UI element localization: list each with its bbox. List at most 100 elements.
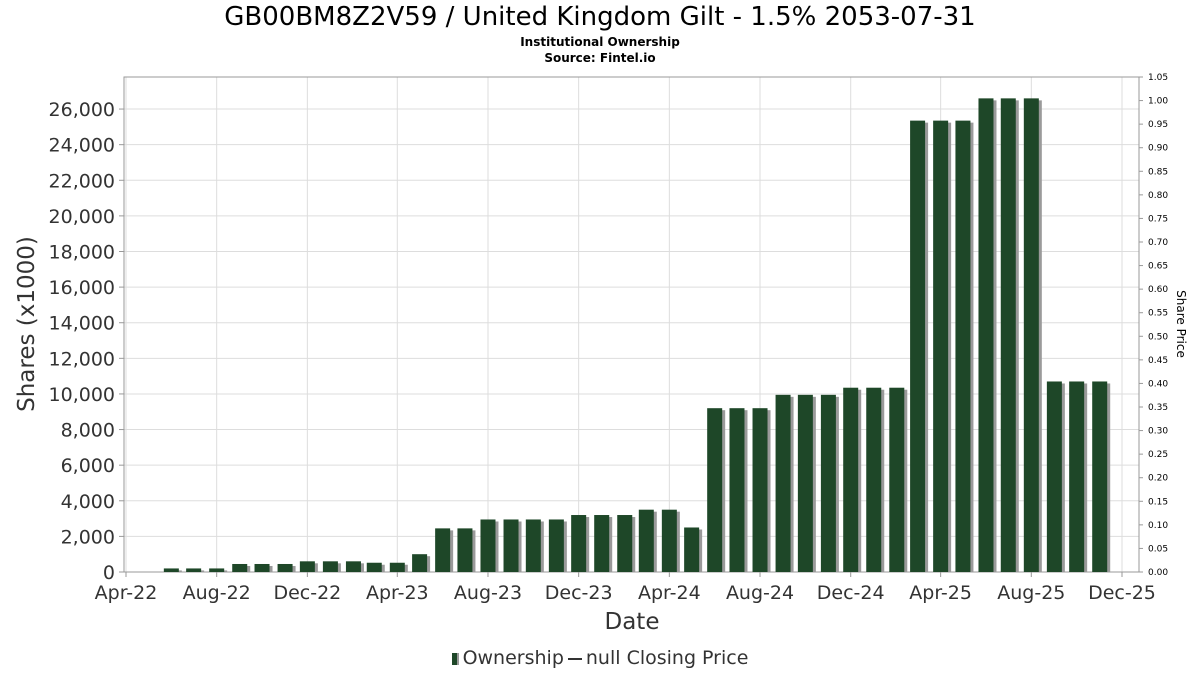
x-tick-label: Dec-24 <box>817 582 885 604</box>
x-tick-label: Aug-23 <box>454 582 522 604</box>
x-tick-label: Aug-25 <box>997 582 1065 604</box>
x-axis-title: Date <box>605 609 660 635</box>
bars-group <box>163 98 1111 573</box>
y-tick-label: 22,000 <box>49 170 115 192</box>
y-tick-label: 16,000 <box>49 277 115 299</box>
y-tick-label: 12,000 <box>49 348 115 370</box>
bar <box>389 562 405 572</box>
x-tick-label: Aug-22 <box>183 582 251 604</box>
bar <box>299 561 315 572</box>
bar <box>729 408 745 572</box>
y2-tick-label: 0.30 <box>1148 427 1168 437</box>
x-tick-label: Apr-24 <box>638 582 701 604</box>
chart-title: GB00BM8Z2V59 / United Kingdom Gilt - 1.5… <box>224 2 976 32</box>
y2-axis-title: Share Price <box>1174 290 1188 358</box>
bar <box>503 519 519 572</box>
chart-subtitle: Institutional Ownership <box>520 35 680 49</box>
bar <box>412 554 428 572</box>
x-tick-label: Apr-25 <box>909 582 972 604</box>
bar <box>684 527 700 572</box>
y2-tick-label: 0.60 <box>1148 285 1168 295</box>
bar <box>933 120 949 573</box>
y-tick-label: 26,000 <box>49 99 115 121</box>
bar <box>366 562 382 572</box>
y2-tick-label: 0.65 <box>1148 262 1168 272</box>
bar <box>1092 381 1108 572</box>
bar <box>978 98 994 572</box>
y-tick-label: 2,000 <box>61 526 115 548</box>
y2-tick-label: 0.00 <box>1148 568 1168 578</box>
x-tick-label: Apr-22 <box>95 582 158 604</box>
bar <box>889 387 905 572</box>
y2-tick-label: 0.85 <box>1148 167 1168 177</box>
bar <box>163 568 179 572</box>
bar <box>345 561 361 572</box>
y-axis-ticks: 0 2,000 4,000 6,000 8,000 10,000 12,000 14,000 1… <box>49 99 124 584</box>
y2-tick-label: 1.00 <box>1148 97 1168 107</box>
y2-tick-label: 0.55 <box>1148 309 1168 319</box>
bar <box>910 120 926 573</box>
bar <box>457 528 473 572</box>
y2-tick-label: 0.50 <box>1148 332 1168 342</box>
y-tick-label: 20,000 <box>49 206 115 228</box>
bar <box>1046 381 1062 572</box>
y2-tick-label: 0.70 <box>1148 238 1168 248</box>
legend-price-line <box>567 657 582 660</box>
bar <box>866 387 882 572</box>
y2-tick-label: 0.10 <box>1148 521 1168 531</box>
x-tick-label: Aug-24 <box>726 582 794 604</box>
y2-tick-label: 0.20 <box>1148 474 1168 484</box>
legend: Ownership null Closing Price <box>0 647 1200 669</box>
y2-tick-label: 0.25 <box>1148 450 1168 460</box>
y2-tick-label: 0.40 <box>1148 379 1168 389</box>
legend-price-label: null Closing Price <box>585 647 749 669</box>
y2-tick-label: 0.05 <box>1148 544 1168 554</box>
bar <box>571 515 587 572</box>
bar <box>594 515 610 572</box>
bar <box>254 563 270 572</box>
y-tick-label: 10,000 <box>49 384 115 406</box>
x-tick-label: Dec-23 <box>545 582 613 604</box>
y-tick-label: 6,000 <box>61 455 115 477</box>
bar <box>548 519 564 572</box>
y-tick-label: 18,000 <box>49 241 115 263</box>
bar <box>1069 381 1085 572</box>
bar <box>232 563 248 572</box>
bar <box>1023 98 1039 572</box>
bar <box>797 394 813 572</box>
bar <box>843 387 859 572</box>
y2-tick-label: 0.15 <box>1148 497 1168 507</box>
bar <box>1000 98 1016 572</box>
y2-tick-label: 0.35 <box>1148 403 1168 413</box>
bar <box>277 563 293 572</box>
y2-tick-label: 0.95 <box>1148 120 1168 130</box>
y2-tick-label: 0.90 <box>1148 144 1168 154</box>
y-tick-label: 4,000 <box>61 491 115 513</box>
bar <box>322 561 338 572</box>
bar <box>186 568 202 572</box>
bar <box>775 394 791 572</box>
y-tick-label: 24,000 <box>49 135 115 157</box>
bar <box>820 394 836 572</box>
y2-axis-ticks: 0.00 0.05 0.10 0.15 0.20 0.25 0.30 0.35 0.40 0.45… <box>1139 73 1168 578</box>
bar <box>435 528 451 572</box>
y-tick-label: 14,000 <box>49 313 115 335</box>
bar <box>480 519 496 572</box>
legend-ownership-label: Ownership <box>462 647 564 669</box>
y2-tick-label: 0.80 <box>1148 191 1168 201</box>
bar <box>525 519 541 572</box>
bar <box>707 408 723 572</box>
bar <box>638 509 654 572</box>
y-tick-label: 0 <box>103 562 115 584</box>
y2-tick-label: 1.05 <box>1148 73 1168 83</box>
x-axis-ticks: Apr-22 Aug-22 Dec-22 Apr-23 Aug-23 Dec-23 Apr-… <box>95 572 1156 604</box>
y-axis-title: Shares (x1000) <box>14 236 40 412</box>
y2-tick-label: 0.75 <box>1148 214 1168 224</box>
x-tick-label: Apr-23 <box>366 582 429 604</box>
bar <box>617 515 633 572</box>
x-tick-label: Dec-25 <box>1088 582 1156 604</box>
legend-ownership-swatch <box>451 652 459 665</box>
chart-source: Source: Fintel.io <box>544 51 656 65</box>
bar <box>209 568 225 572</box>
